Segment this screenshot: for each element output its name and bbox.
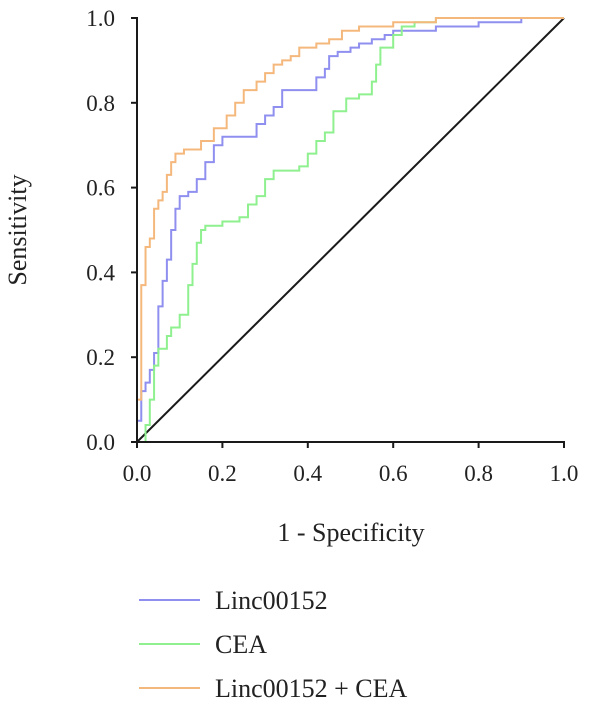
- y-tick-label: 0.4: [86, 260, 115, 285]
- x-tick-label: 0.4: [293, 461, 322, 486]
- x-tick-label: 0.6: [379, 461, 408, 486]
- x-tick-label: 0.0: [123, 461, 152, 486]
- reference-diagonal: [136, 17, 565, 443]
- roc-curve-3: [136, 17, 564, 442]
- y-axis-title: Sensitivity: [3, 174, 32, 285]
- axes: 0.0 0.2 0.4 0.6 0.8 1.0 0.0 0.2 0.4 0.6 0.8 1.0: [86, 6, 578, 486]
- x-tick-label: 1.0: [550, 461, 579, 486]
- legend: Linc00152 CEA Linc00152 + CEA: [139, 586, 408, 703]
- legend-label-2: CEA: [215, 630, 267, 659]
- x-tick-label: 0.2: [208, 461, 237, 486]
- y-tick-label: 0.2: [86, 345, 115, 370]
- x-tick-label: 0.8: [464, 461, 493, 486]
- plot-area: [136, 17, 565, 443]
- y-tick-label: 0.0: [86, 430, 115, 455]
- x-axis-title: 1 - Specificity: [277, 518, 424, 547]
- y-tick-label: 0.6: [86, 176, 115, 201]
- legend-label-1: Linc00152: [215, 586, 328, 615]
- y-tick-label: 0.8: [86, 91, 115, 116]
- roc-curve-1: [136, 17, 564, 442]
- roc-curve-2: [137, 17, 564, 443]
- y-tick-label: 1.0: [86, 6, 115, 31]
- legend-label-3: Linc00152 + CEA: [215, 674, 408, 703]
